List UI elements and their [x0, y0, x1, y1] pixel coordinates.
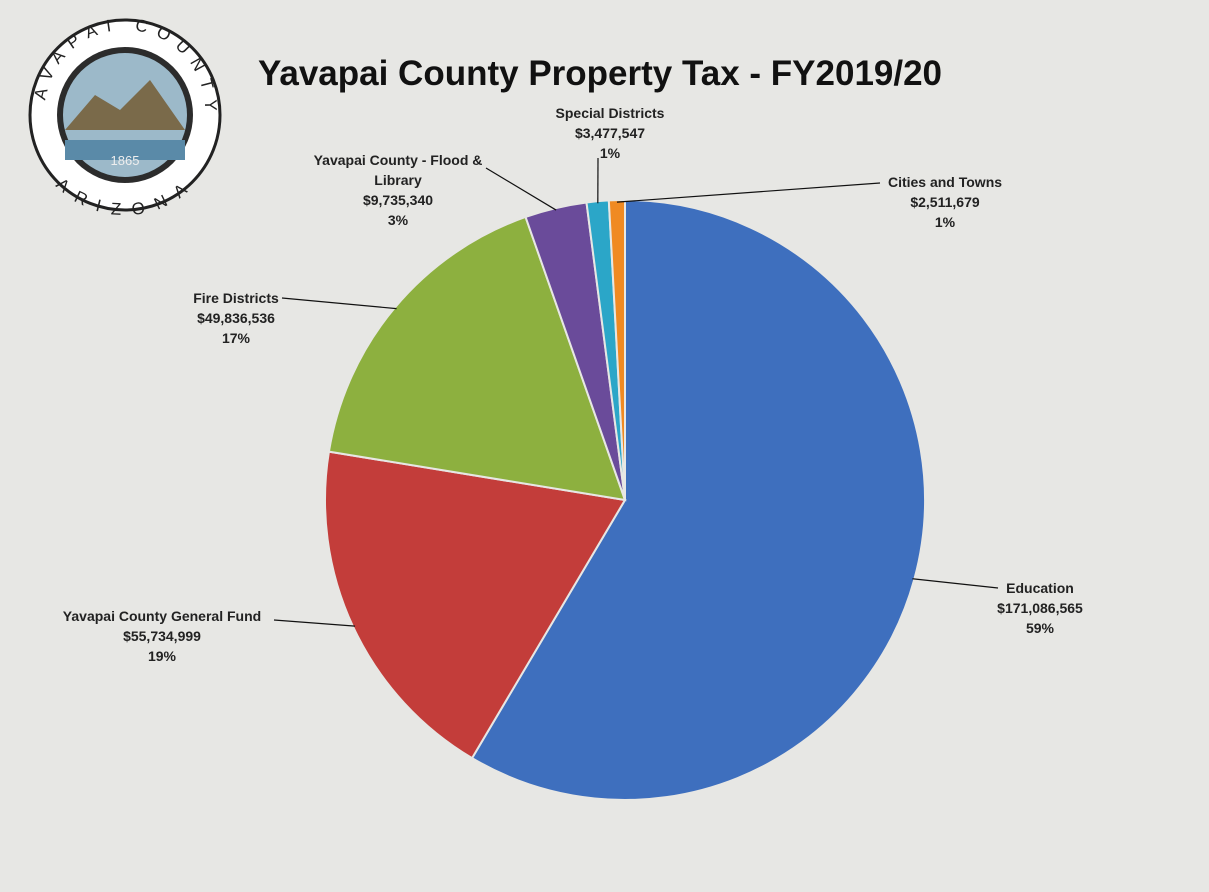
category-label: Fire Districts: [193, 290, 279, 306]
percent-label: 19%: [147, 648, 177, 664]
category-label: Education: [1006, 580, 1074, 596]
category-label: Special Districts: [555, 105, 665, 121]
logo-year: 1865: [111, 153, 140, 168]
value-label: $55,734,999: [123, 628, 201, 644]
pie-slice: [327, 215, 627, 502]
percent-label: 17%: [221, 330, 251, 346]
value-label: $2,511,679: [910, 194, 980, 210]
data-label: Fire Districts $49,836,536 17%: [193, 288, 279, 348]
category-label: Yavapai County - Flood & Library: [313, 152, 483, 188]
leader-line: [273, 619, 356, 627]
pie-slice: [324, 450, 627, 760]
leader-line: [912, 578, 999, 589]
data-label: Cities and Towns $2,511,679 1%: [888, 172, 1002, 232]
leader-line: [485, 167, 557, 211]
value-label: $9,735,340: [362, 192, 434, 208]
category-label: Cities and Towns: [887, 174, 1003, 190]
percent-label: 1%: [934, 214, 956, 230]
leader-line: [281, 297, 397, 310]
category-label: Yavapai County General Fund: [62, 608, 262, 624]
logo: YAVAPAI COUNTY ARIZONA 1865: [0, 0, 222, 219]
value-label: $49,836,536: [197, 310, 275, 326]
value-label: $3,477,547: [574, 125, 646, 141]
data-label: Yavapai County General Fund $55,734,999 19…: [63, 606, 261, 666]
leader-line: [616, 182, 881, 203]
data-label: Special Districts $3,477,547 1%: [556, 103, 665, 163]
pie-slice: [607, 198, 626, 501]
value-label: $171,086,565: [997, 600, 1083, 616]
percent-label: 59%: [1025, 620, 1055, 636]
percent-label: 3%: [387, 212, 409, 228]
data-label: Education $171,086,565 59%: [997, 578, 1083, 638]
data-label: Yavapai County - Flood & Library $9,735,3…: [303, 150, 493, 230]
percent-label: 1%: [599, 145, 621, 161]
chart-title: Yavapai County Property Tax - FY2019/20: [258, 54, 942, 93]
